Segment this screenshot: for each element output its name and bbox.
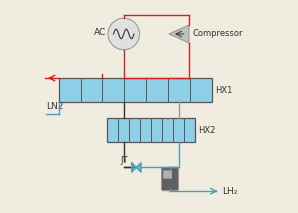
Text: JT: JT: [120, 156, 128, 165]
FancyBboxPatch shape: [163, 170, 172, 179]
Text: AC: AC: [94, 28, 106, 37]
Text: LH₂: LH₂: [223, 187, 238, 196]
Circle shape: [108, 18, 139, 50]
Bar: [59, 78, 212, 102]
Text: HX1: HX1: [215, 86, 233, 95]
Bar: [107, 118, 195, 142]
Polygon shape: [132, 163, 141, 172]
FancyBboxPatch shape: [162, 167, 179, 191]
Text: Compressor: Compressor: [192, 29, 243, 39]
Text: LN2: LN2: [46, 102, 63, 111]
Text: HX2: HX2: [198, 126, 216, 135]
Polygon shape: [169, 25, 189, 43]
